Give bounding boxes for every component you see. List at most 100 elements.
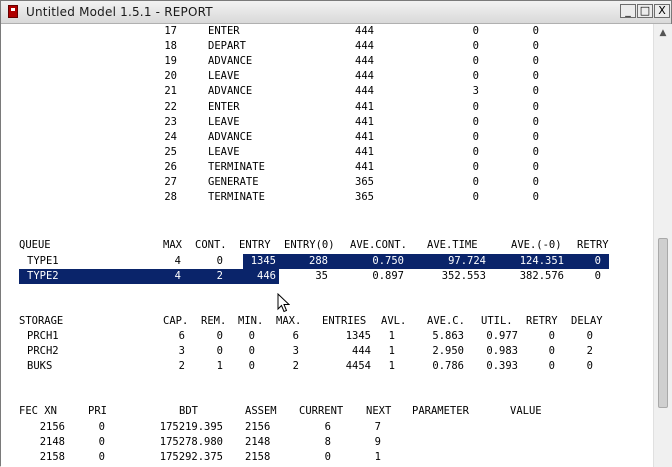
block-row[interactable]: 28 TERMINATE 365 0 0 bbox=[1, 190, 653, 205]
block-type: ADVANCE bbox=[208, 55, 253, 68]
block-retry: 0 bbox=[532, 40, 539, 53]
block-type: ENTER bbox=[208, 100, 240, 113]
block-entry-count: 444 bbox=[355, 85, 374, 98]
block-loc: 17 bbox=[164, 25, 177, 37]
fec-row[interactable]: 2158 0 175292.375 2158 0 1 bbox=[1, 450, 653, 465]
block-current-count: 0 bbox=[472, 55, 479, 68]
fec-header-current: CURRENT bbox=[299, 405, 344, 417]
block-row[interactable]: 24 ADVANCE 441 0 0 bbox=[1, 130, 653, 145]
block-entry-count: 441 bbox=[355, 160, 374, 173]
storage-row[interactable]: BUKS 2 1 0 2 4454 1 0.786 0.393 0 0 bbox=[1, 359, 653, 374]
vertical-scrollbar[interactable]: ▲ bbox=[653, 24, 672, 467]
storage-header-storage: STORAGE bbox=[19, 315, 64, 327]
block-current-count: 3 bbox=[472, 85, 479, 98]
storage-rem: 0 bbox=[216, 345, 223, 358]
report-content: 17 ENTER 444 0 0 18 DEPART 444 0 0 19 ADVANCE 444 0 0 2… bbox=[1, 24, 653, 467]
block-row[interactable]: 22 ENTER 441 0 0 bbox=[1, 100, 653, 115]
fec-header-pri: PRI bbox=[88, 405, 107, 417]
block-retry: 0 bbox=[532, 176, 539, 188]
queue-ave0: 124.351 bbox=[519, 255, 564, 267]
storage-entries: 4454 bbox=[345, 360, 371, 373]
title-bar[interactable]: Untitled Model 1.5.1 - REPORT _ □ X bbox=[1, 1, 671, 24]
block-row[interactable]: 17 ENTER 444 0 0 bbox=[1, 24, 653, 39]
fec-next: 9 bbox=[374, 436, 381, 449]
block-loc: 25 bbox=[164, 145, 177, 158]
block-current-count: 0 bbox=[472, 70, 479, 83]
storage-retry: 0 bbox=[548, 330, 555, 342]
scroll-thumb[interactable] bbox=[658, 238, 668, 408]
block-row[interactable]: 25 LEAVE 441 0 0 bbox=[1, 145, 653, 160]
block-entry-count: 444 bbox=[355, 55, 374, 68]
fec-header-next: NEXT bbox=[366, 405, 392, 417]
block-current-count: 0 bbox=[472, 160, 479, 173]
block-type: LEAVE bbox=[208, 145, 240, 158]
block-row[interactable]: 18 DEPART 444 0 0 bbox=[1, 39, 653, 54]
scroll-up-arrow-icon[interactable]: ▲ bbox=[659, 28, 667, 38]
fec-assem: 2148 bbox=[245, 436, 271, 449]
block-type: LEAVE bbox=[208, 115, 240, 128]
queue-header-ave0: AVE.(-0) bbox=[511, 239, 562, 251]
queue-max: 4 bbox=[174, 270, 181, 282]
storage-avec: 2.950 bbox=[432, 345, 464, 358]
queue-header-cont: CONT. bbox=[195, 239, 227, 251]
block-entry-count: 444 bbox=[355, 25, 374, 37]
fec-row[interactable]: 2156 0 175219.395 2156 6 7 bbox=[1, 420, 653, 435]
queue-header-queue: QUEUE bbox=[19, 239, 51, 251]
storage-header-delay: DELAY bbox=[571, 315, 603, 327]
block-retry: 0 bbox=[532, 70, 539, 83]
queue-entry0: 288 bbox=[309, 255, 328, 267]
block-entry-count: 441 bbox=[355, 100, 374, 113]
fec-current: 8 bbox=[324, 436, 331, 449]
block-current-count: 0 bbox=[472, 145, 479, 158]
fec-header-assem: ASSEM bbox=[245, 405, 277, 417]
storage-name: PRCH1 bbox=[27, 330, 59, 342]
app-icon[interactable] bbox=[8, 5, 18, 18]
block-loc: 21 bbox=[164, 85, 177, 98]
storage-rem: 1 bbox=[216, 360, 223, 373]
storage-avec: 5.863 bbox=[432, 330, 464, 342]
storage-header: STORAGE CAP. REM. MIN. MAX. ENTRIES AVL.… bbox=[1, 314, 653, 329]
block-row[interactable]: 27 GENERATE 365 0 0 bbox=[1, 175, 653, 190]
storage-header-entries: ENTRIES bbox=[322, 315, 367, 327]
fec-header-bdt: BDT bbox=[179, 405, 198, 417]
queue-row-type1[interactable]: TYPE1 4 0 1345 288 0.750 97.724 124.351 … bbox=[1, 254, 653, 269]
queue-ave0: 382.576 bbox=[519, 270, 564, 282]
storage-delay: 0 bbox=[586, 360, 593, 373]
storage-cap: 3 bbox=[178, 345, 185, 358]
queue-avecont: 0.897 bbox=[372, 270, 404, 282]
queue-avecont: 0.750 bbox=[372, 255, 404, 267]
storage-avl: 1 bbox=[388, 330, 395, 342]
block-row[interactable]: 23 LEAVE 441 0 0 bbox=[1, 115, 653, 130]
queue-row-type2[interactable]: TYPE2 4 2 446 35 0.897 352.553 382.576 0 bbox=[1, 269, 653, 284]
storage-row[interactable]: PRCH2 3 0 0 3 444 1 2.950 0.983 0 2 bbox=[1, 344, 653, 359]
storage-avec: 0.786 bbox=[432, 360, 464, 373]
storage-rem: 0 bbox=[216, 330, 223, 342]
storage-row[interactable]: PRCH1 6 0 0 6 1345 1 5.863 0.977 0 0 bbox=[1, 329, 653, 344]
queue-entry0: 35 bbox=[315, 270, 328, 282]
storage-name: PRCH2 bbox=[27, 345, 59, 358]
queue-retry: 0 bbox=[594, 270, 601, 282]
block-row[interactable]: 20 LEAVE 444 0 0 bbox=[1, 69, 653, 84]
fec-row[interactable]: 2148 0 175278.980 2148 8 9 bbox=[1, 435, 653, 450]
block-current-count: 0 bbox=[472, 100, 479, 113]
fec-next: 7 bbox=[374, 421, 381, 433]
queue-header: QUEUE MAX CONT. ENTRY ENTRY(0) AVE.CONT.… bbox=[1, 238, 653, 253]
block-row[interactable]: 19 ADVANCE 444 0 0 bbox=[1, 54, 653, 69]
block-loc: 26 bbox=[164, 160, 177, 173]
storage-util: 0.393 bbox=[486, 360, 518, 373]
storage-header-cap: CAP. bbox=[163, 315, 189, 327]
block-entry-count: 365 bbox=[355, 176, 374, 188]
block-row[interactable]: 21 ADVANCE 444 3 0 bbox=[1, 84, 653, 99]
storage-avl: 1 bbox=[388, 345, 395, 358]
maximize-button[interactable]: □ bbox=[637, 4, 653, 18]
fec-next: 1 bbox=[374, 451, 381, 464]
storage-retry: 0 bbox=[548, 360, 555, 373]
storage-header-util: UTIL. bbox=[481, 315, 513, 327]
block-type: ENTER bbox=[208, 25, 240, 37]
fec-header-xn: FEC XN bbox=[19, 405, 57, 417]
close-button[interactable]: X bbox=[654, 4, 670, 18]
minimize-button[interactable]: _ bbox=[620, 4, 636, 18]
block-row[interactable]: 26 TERMINATE 441 0 0 bbox=[1, 160, 653, 175]
window-title: Untitled Model 1.5.1 - REPORT bbox=[26, 5, 213, 19]
